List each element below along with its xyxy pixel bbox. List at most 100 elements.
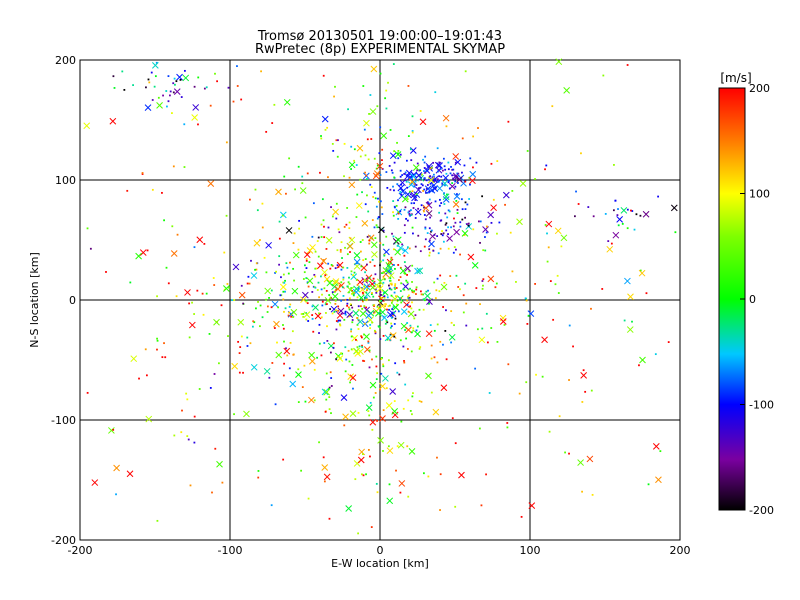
data-point-cross-stroke (461, 230, 469, 237)
data-point-cross-stroke (382, 267, 390, 274)
data-point (381, 148, 384, 151)
data-point (392, 200, 395, 202)
data-point (246, 345, 249, 347)
data-point (364, 278, 366, 281)
data-point (674, 231, 677, 234)
data-point (357, 287, 360, 290)
data-point (167, 75, 170, 78)
data-point (274, 403, 277, 406)
data-point-cross (436, 162, 443, 169)
data-point-cross-stroke (232, 263, 240, 271)
data-point (275, 270, 277, 273)
data-point (404, 329, 406, 331)
data-point (409, 214, 411, 217)
data-point-cross-stroke (380, 132, 388, 140)
data-point (456, 212, 459, 214)
data-point (428, 178, 431, 181)
data-point-cross (347, 286, 354, 294)
data-point-cross (380, 132, 388, 140)
data-point-cross (612, 231, 620, 239)
data-point-cross (359, 310, 367, 317)
data-point (316, 356, 319, 359)
data-point-cross (389, 332, 397, 339)
data-point (394, 317, 397, 320)
data-point-cross-stroke (332, 278, 340, 285)
data-point (402, 345, 405, 348)
data-point (415, 293, 417, 295)
data-point-cross-stroke (425, 330, 433, 338)
data-point-cross-stroke (448, 333, 456, 341)
data-point-cross-stroke (381, 314, 388, 322)
data-point (385, 89, 388, 92)
data-point (426, 191, 429, 194)
data-point-cross (528, 502, 536, 509)
data-point (278, 255, 281, 258)
data-point (112, 75, 115, 78)
data-point-cross-stroke (428, 240, 435, 248)
data-point (165, 266, 168, 269)
data-point (105, 271, 107, 273)
data-point-cross-stroke (391, 408, 398, 415)
data-point-cross-stroke (638, 269, 646, 277)
data-point (428, 190, 431, 193)
data-point-cross-stroke (516, 218, 523, 226)
y-tick-label: -100 (51, 414, 76, 427)
data-point (150, 71, 153, 74)
data-point (286, 266, 289, 269)
data-point (430, 391, 433, 394)
data-point (380, 358, 383, 360)
data-point (266, 311, 269, 313)
y-tick-label: -200 (51, 534, 76, 547)
data-point-cross-stroke (170, 250, 178, 257)
data-point-cross (330, 305, 338, 313)
data-point (544, 224, 547, 226)
data-point-cross (170, 250, 178, 257)
data-point-cross (273, 320, 280, 328)
data-point (86, 227, 89, 230)
data-point (336, 264, 339, 267)
data-point-cross-stroke (152, 62, 159, 69)
data-point-cross-stroke (407, 310, 415, 318)
data-point (146, 249, 149, 252)
data-point (278, 263, 281, 266)
data-point-cross-stroke (424, 185, 432, 193)
data-point (439, 340, 442, 343)
data-point-cross-stroke (303, 251, 311, 259)
data-point (297, 248, 300, 251)
data-point (429, 182, 432, 185)
data-point (227, 86, 230, 89)
data-point-cross-stroke (144, 104, 152, 111)
data-point (422, 472, 425, 475)
data-point (280, 276, 282, 279)
data-point (112, 428, 115, 431)
data-point (348, 276, 350, 279)
data-point (255, 268, 258, 271)
data-point-cross (519, 180, 527, 187)
data-point (361, 346, 364, 348)
data-point (409, 193, 412, 196)
data-point (457, 182, 459, 184)
data-point (339, 250, 342, 253)
data-point (180, 96, 183, 98)
data-point-cross-stroke (345, 505, 353, 512)
data-point (393, 311, 396, 314)
data-point-cross-stroke (377, 299, 384, 307)
data-point-cross (369, 284, 377, 291)
data-point (434, 297, 437, 300)
data-point-cross (387, 272, 395, 279)
data-point (426, 184, 429, 186)
data-point (449, 275, 452, 277)
data-point (317, 281, 320, 284)
data-point (242, 371, 244, 374)
data-point (465, 324, 468, 327)
data-point (425, 191, 427, 194)
data-point-cross (231, 362, 239, 370)
data-point (490, 327, 493, 329)
data-point (441, 234, 444, 237)
data-point (193, 415, 196, 418)
data-point (323, 287, 326, 290)
data-point-cross-stroke (238, 291, 246, 299)
data-point-cross (563, 87, 571, 94)
data-point (253, 321, 256, 324)
data-point-cross (586, 455, 594, 463)
